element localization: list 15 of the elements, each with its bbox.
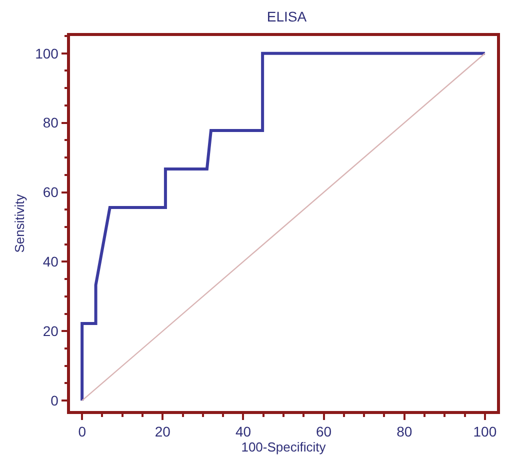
x-tick-label: 60 [316,424,332,440]
x-tick-label: 100 [473,424,497,440]
y-tick-label: 0 [50,392,59,408]
x-axis-title: 100-Specificity [241,440,326,455]
x-tick-label: 40 [235,424,252,440]
chart-title: ELISA [266,8,308,24]
y-axis-title: Sensitivity [12,194,28,253]
x-tick-label: 80 [396,424,412,440]
y-tick-label: 20 [42,323,59,340]
x-tick-label: 0 [78,424,86,440]
y-tick-label: 60 [42,184,59,200]
y-tick-label: 80 [42,114,59,131]
y-tick-label: 40 [42,254,59,270]
x-tick-label: 20 [154,424,171,440]
y-tick-label: 100 [35,45,59,62]
